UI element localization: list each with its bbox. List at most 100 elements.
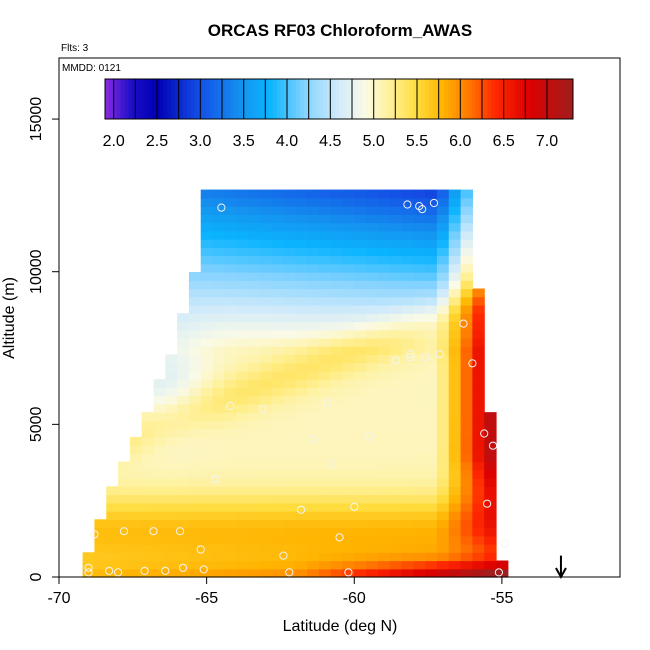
heatmap-cell: [236, 502, 249, 512]
heatmap-cell: [389, 494, 403, 504]
heatmap-cell: [366, 486, 379, 496]
sample-point: [406, 353, 415, 362]
colorbar-segment: [467, 79, 473, 119]
colorbar-segment: [420, 79, 426, 119]
heatmap-cell: [247, 354, 261, 364]
heatmap-cell: [448, 428, 462, 438]
heatmap-cell: [247, 511, 261, 520]
heatmap-cell: [200, 329, 214, 339]
heatmap-cell: [236, 263, 249, 273]
heatmap-cell: [212, 486, 225, 496]
heatmap-cell: [425, 346, 438, 356]
heatmap-cell: [318, 329, 332, 339]
heatmap-cell: [460, 354, 473, 364]
heatmap-cell: [472, 552, 485, 562]
colorbar-segment: [175, 79, 180, 119]
heatmap-cell: [413, 362, 426, 372]
heatmap-cell: [177, 502, 190, 512]
sample-point: [199, 565, 208, 574]
heatmap-cell: [165, 436, 178, 446]
heatmap-cell: [165, 354, 178, 364]
heatmap-cell: [425, 206, 438, 215]
heatmap-cell: [106, 527, 119, 537]
colorbar-segment: [459, 79, 465, 119]
heatmap-layer: [82, 189, 509, 578]
heatmap-cell: [377, 230, 391, 240]
heatmap-cell: [200, 197, 214, 207]
heatmap-cell: [141, 527, 155, 537]
heatmap-cell: [413, 494, 426, 504]
heatmap-cell: [354, 296, 367, 306]
sample-point: [429, 198, 439, 208]
heatmap-cell: [377, 494, 391, 504]
heatmap-cell: [354, 494, 367, 504]
heatmap-cell: [354, 502, 367, 512]
heatmap-cell: [165, 568, 178, 578]
heatmap-cell: [377, 544, 391, 553]
heatmap-cell: [330, 255, 344, 265]
heatmap-cell: [354, 239, 367, 248]
heatmap-cell: [436, 346, 450, 356]
heatmap-cell: [224, 296, 237, 306]
sample-point: [500, 539, 509, 548]
heatmap-cell: [448, 453, 462, 463]
heatmap-cell: [224, 469, 237, 479]
heatmap-cell: [460, 568, 473, 578]
heatmap-cell: [153, 519, 166, 529]
heatmap-cell: [460, 206, 473, 215]
heatmap-cell: [177, 453, 190, 463]
heatmap-cell: [401, 519, 414, 529]
heatmap-cell: [295, 263, 308, 273]
heatmap-cell: [141, 511, 155, 520]
heatmap-cell: [377, 337, 391, 347]
heatmap-cell: [354, 469, 367, 479]
sample-point: [483, 499, 492, 508]
heatmap-cell: [153, 420, 166, 430]
colorbar-segment: [116, 79, 122, 119]
heatmap-cell: [283, 346, 296, 356]
heatmap-cell: [153, 445, 166, 454]
heatmap-cell: [342, 544, 355, 553]
heatmap-cell: [425, 387, 438, 397]
heatmap-cell: [401, 412, 414, 421]
heatmap-cell: [354, 461, 367, 471]
heatmap-cell: [413, 379, 426, 389]
heatmap-cell: [354, 354, 367, 364]
heatmap-cell: [330, 395, 344, 405]
heatmap-cell: [224, 478, 237, 487]
heatmap-cell: [283, 387, 296, 397]
heatmap-cell: [460, 379, 473, 389]
heatmap-cell: [413, 461, 426, 471]
heatmap-cell: [366, 247, 379, 257]
heatmap-cell: [448, 445, 462, 454]
heatmap-cell: [247, 387, 261, 397]
heatmap-cell: [259, 535, 273, 545]
heatmap-cell: [448, 247, 462, 257]
heatmap-cell: [224, 453, 237, 463]
heatmap-cell: [224, 403, 237, 413]
heatmap-cell: [401, 511, 414, 520]
heatmap-cell: [307, 395, 320, 405]
heatmap-cell: [413, 519, 426, 529]
heatmap-cell: [366, 420, 379, 430]
heatmap-cell: [354, 552, 367, 562]
heatmap-cell: [200, 379, 214, 389]
heatmap-cell: [377, 263, 391, 273]
heatmap-cell: [259, 280, 273, 290]
heatmap-cell: [307, 469, 320, 479]
heatmap-cell: [283, 304, 296, 314]
heatmap-cell: [389, 313, 403, 323]
heatmap-cell: [448, 296, 462, 306]
heatmap-cell: [307, 197, 320, 207]
heatmap-cell: [224, 329, 237, 339]
heatmap-cell: [354, 214, 367, 224]
heatmap-cell: [318, 304, 332, 314]
heatmap-cell: [318, 453, 332, 463]
heatmap-cell: [330, 304, 344, 314]
heatmap-cell: [177, 387, 190, 397]
heatmap-cell: [342, 313, 355, 323]
heatmap-cell: [377, 453, 391, 463]
heatmap-cell: [413, 255, 426, 265]
heatmap-cell: [425, 486, 438, 496]
heatmap-cell: [425, 288, 438, 298]
